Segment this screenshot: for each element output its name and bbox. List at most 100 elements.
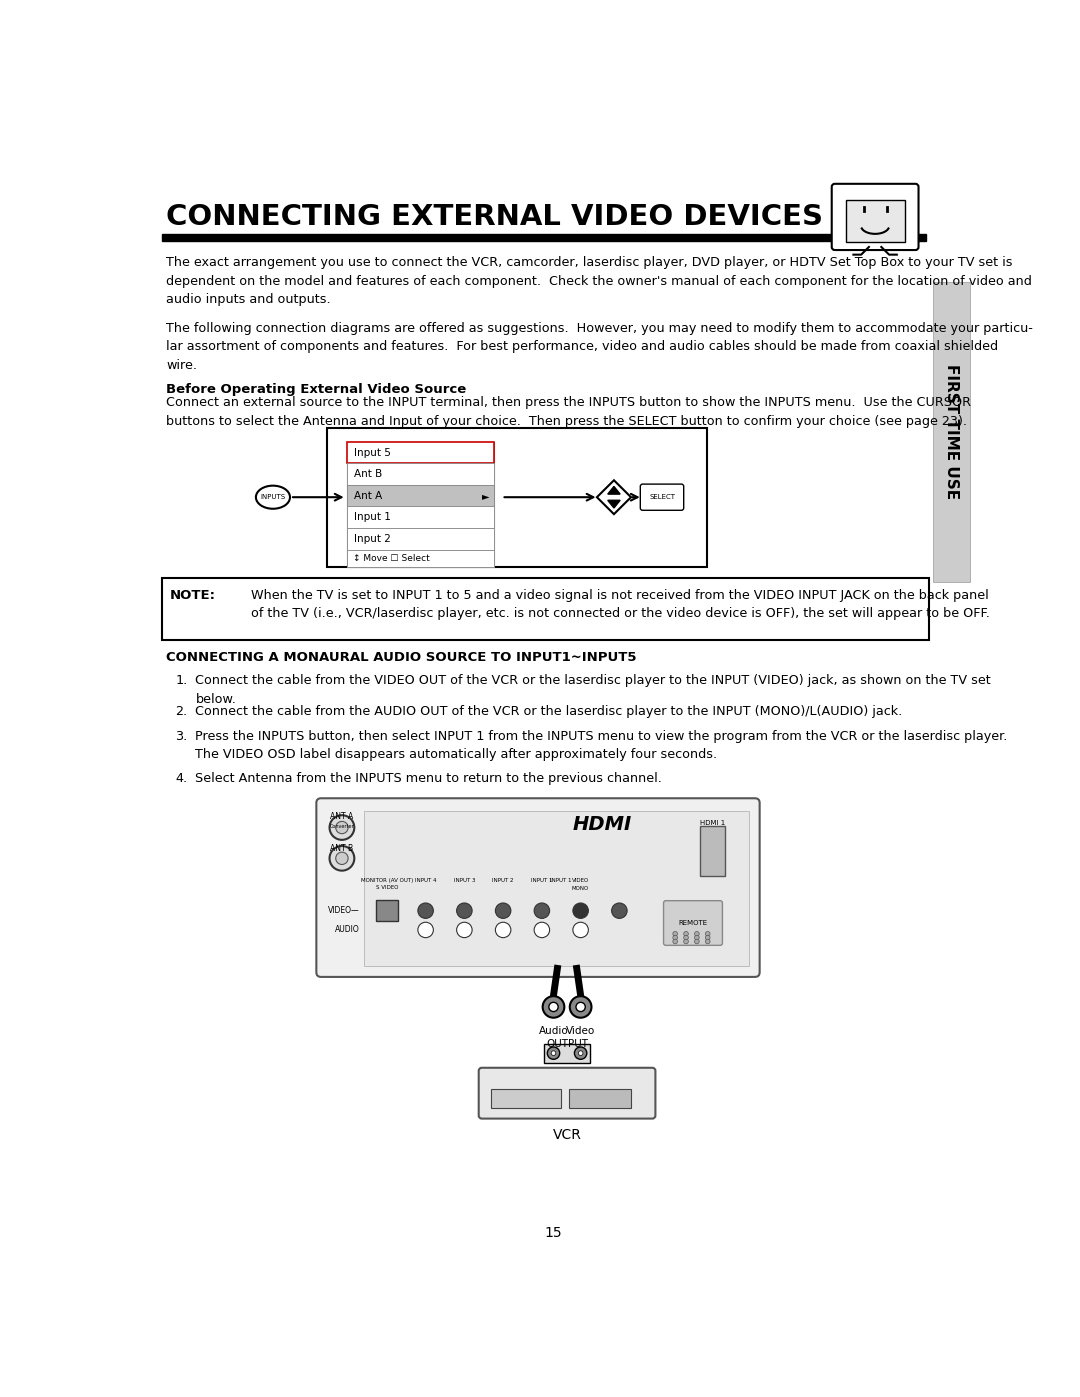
- Text: ►: ►: [483, 490, 490, 500]
- Circle shape: [694, 936, 699, 940]
- Text: 3.: 3.: [175, 729, 188, 743]
- Bar: [933, 282, 971, 583]
- Text: Input 1: Input 1: [354, 513, 391, 522]
- Text: Audio: Audio: [539, 1027, 568, 1037]
- Text: Input 5: Input 5: [354, 447, 391, 458]
- FancyBboxPatch shape: [316, 798, 759, 977]
- Circle shape: [694, 932, 699, 936]
- Text: VIDEO—: VIDEO—: [328, 907, 360, 915]
- Bar: [327, 427, 707, 567]
- Text: 15: 15: [544, 1227, 563, 1241]
- Circle shape: [684, 932, 688, 936]
- Circle shape: [542, 996, 565, 1018]
- Text: SELECT: SELECT: [649, 495, 675, 500]
- Bar: [347, 549, 494, 567]
- Text: Before Operating External Video Source: Before Operating External Video Source: [166, 383, 467, 397]
- Text: MONITOR (AV OUT): MONITOR (AV OUT): [361, 877, 413, 883]
- Text: CONNECTING EXTERNAL VIDEO DEVICES: CONNECTING EXTERNAL VIDEO DEVICES: [166, 203, 823, 231]
- Circle shape: [329, 847, 354, 870]
- Circle shape: [418, 922, 433, 937]
- Text: HDMI 1: HDMI 1: [700, 820, 725, 826]
- FancyBboxPatch shape: [832, 184, 918, 250]
- Text: Input 2: Input 2: [354, 534, 391, 543]
- Text: NOTE:: NOTE:: [170, 588, 216, 602]
- Bar: [162, 578, 930, 640]
- Bar: [568, 1090, 631, 1108]
- Text: INPUTS: INPUTS: [260, 495, 285, 500]
- Text: When the TV is set to INPUT 1 to 5 and a video signal is not received from the V: When the TV is set to INPUT 1 to 5 and a…: [252, 588, 990, 620]
- Text: Converter: Converter: [329, 824, 354, 830]
- Text: S VIDEO: S VIDEO: [376, 886, 399, 890]
- Text: Press the INPUTS button, then select INPUT 1 from the INPUTS menu to view the pr: Press the INPUTS button, then select INP…: [195, 729, 1008, 761]
- FancyBboxPatch shape: [478, 1067, 656, 1119]
- Circle shape: [548, 1046, 559, 1059]
- Text: Connect the cable from the AUDIO OUT of the VCR or the laserdisc player to the I: Connect the cable from the AUDIO OUT of …: [195, 705, 903, 718]
- Bar: [364, 810, 748, 967]
- Bar: [347, 528, 494, 549]
- Circle shape: [457, 902, 472, 918]
- Circle shape: [418, 902, 433, 918]
- Bar: [376, 900, 397, 922]
- FancyBboxPatch shape: [640, 485, 684, 510]
- Text: MONO: MONO: [572, 886, 590, 891]
- Circle shape: [535, 902, 550, 918]
- Text: INPUT 4: INPUT 4: [415, 877, 436, 883]
- Circle shape: [496, 922, 511, 937]
- Circle shape: [535, 922, 550, 937]
- Text: 1.: 1.: [175, 675, 188, 687]
- Circle shape: [457, 922, 472, 937]
- Text: OUTPUT: OUTPUT: [546, 1038, 589, 1049]
- Bar: [347, 464, 494, 485]
- Bar: [162, 233, 926, 240]
- Circle shape: [578, 1051, 583, 1056]
- Text: HDMI: HDMI: [572, 814, 632, 834]
- Bar: [491, 1090, 561, 1108]
- Circle shape: [673, 932, 677, 936]
- Text: CONNECTING A MONAURAL AUDIO SOURCE TO INPUT1~INPUT5: CONNECTING A MONAURAL AUDIO SOURCE TO IN…: [166, 651, 636, 664]
- Circle shape: [575, 1046, 586, 1059]
- Ellipse shape: [256, 486, 291, 509]
- Text: Select Antenna from the INPUTS menu to return to the previous channel.: Select Antenna from the INPUTS menu to r…: [195, 773, 662, 785]
- Circle shape: [336, 852, 348, 865]
- Circle shape: [549, 1002, 558, 1011]
- Bar: [544, 1044, 591, 1063]
- FancyBboxPatch shape: [663, 901, 723, 946]
- Text: INPUT 2: INPUT 2: [492, 877, 514, 883]
- Circle shape: [673, 936, 677, 940]
- Bar: [347, 441, 494, 567]
- Circle shape: [576, 1002, 585, 1011]
- Circle shape: [551, 1051, 556, 1056]
- Bar: [347, 485, 494, 507]
- Text: Connect the cable from the VIDEO OUT of the VCR or the laserdisc player to the I: Connect the cable from the VIDEO OUT of …: [195, 675, 991, 705]
- Circle shape: [329, 816, 354, 840]
- Text: INPUT 1: INPUT 1: [551, 877, 572, 883]
- Circle shape: [705, 936, 710, 940]
- Circle shape: [572, 922, 589, 937]
- Text: ↕ Move ☐ Select: ↕ Move ☐ Select: [353, 553, 430, 563]
- Circle shape: [705, 939, 710, 944]
- Text: Ant B: Ant B: [354, 469, 382, 479]
- Circle shape: [673, 939, 677, 944]
- Text: 2.: 2.: [175, 705, 188, 718]
- Text: AUDIO: AUDIO: [335, 925, 360, 935]
- Text: Connect an external source to the INPUT terminal, then press the INPUTS button t: Connect an external source to the INPUT …: [166, 397, 971, 427]
- Circle shape: [684, 936, 688, 940]
- Text: Ant A: Ant A: [354, 490, 382, 500]
- Text: FIRST TIME USE: FIRST TIME USE: [944, 365, 959, 499]
- Bar: [700, 826, 725, 876]
- Text: INPUT 3: INPUT 3: [454, 877, 475, 883]
- Polygon shape: [597, 481, 631, 514]
- Circle shape: [572, 902, 589, 918]
- Polygon shape: [608, 500, 620, 509]
- Bar: [347, 441, 494, 464]
- Text: VCR: VCR: [553, 1127, 581, 1141]
- Text: The exact arrangement you use to connect the VCR, camcorder, laserdisc player, D: The exact arrangement you use to connect…: [166, 256, 1031, 306]
- Text: VIDEO: VIDEO: [572, 877, 590, 883]
- Text: INPUT 1: INPUT 1: [531, 877, 553, 883]
- Circle shape: [694, 939, 699, 944]
- Circle shape: [684, 939, 688, 944]
- Polygon shape: [608, 486, 620, 495]
- Text: Video: Video: [566, 1027, 595, 1037]
- Text: 4.: 4.: [175, 773, 188, 785]
- Circle shape: [611, 902, 627, 918]
